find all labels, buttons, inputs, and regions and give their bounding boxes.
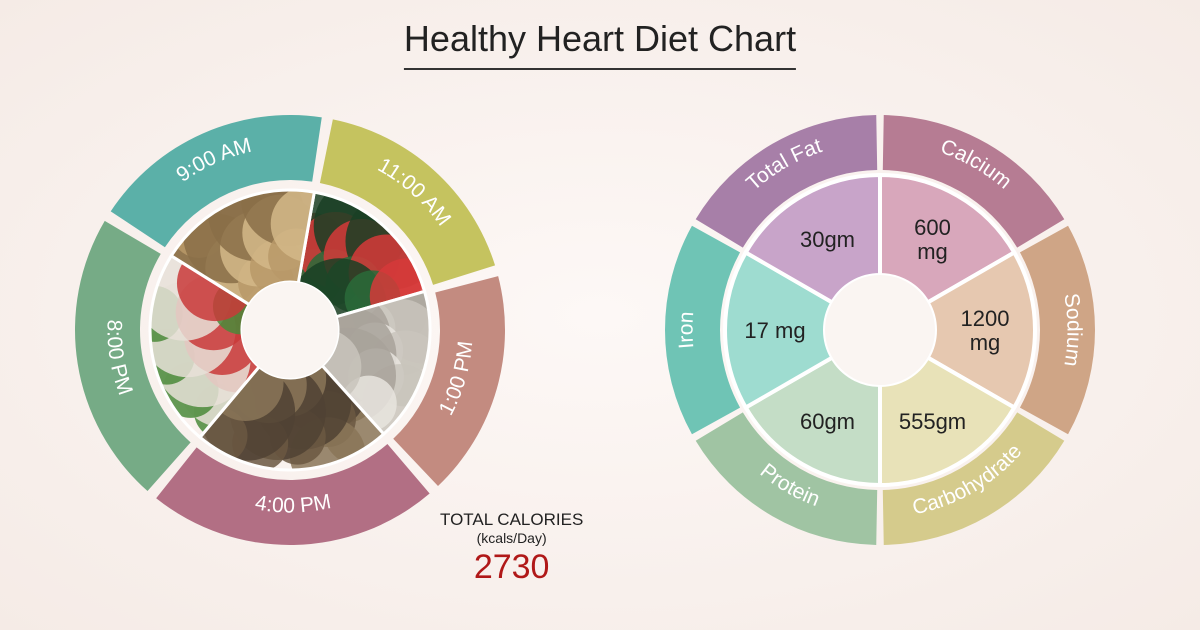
nutrient-label: Sodium [1059,292,1085,368]
nutrient-value: 60gm [800,409,855,434]
total-calories: TOTAL CALORIES (kcals/Day) 2730 [440,510,583,587]
nutrient-wheel-center [825,275,935,385]
nutrient-unit: mg [917,239,948,264]
nutrient-value: 30gm [800,227,855,252]
nutrient-value: 1200 [961,306,1010,331]
calories-value: 2730 [440,548,583,587]
nutrient-wheel: 600mg1200mg555gm60gm17 mg30gmCalciumSodi… [0,0,1200,630]
nutrient-unit: mg [970,330,1001,355]
nutrient-value: 17 mg [744,318,805,343]
nutrient-value: 600 [914,215,951,240]
calories-sublabel: (kcals/Day) [440,530,583,546]
nutrient-label: Iron [674,311,698,350]
calories-label: TOTAL CALORIES [440,510,583,530]
nutrient-value: 555gm [899,409,966,434]
